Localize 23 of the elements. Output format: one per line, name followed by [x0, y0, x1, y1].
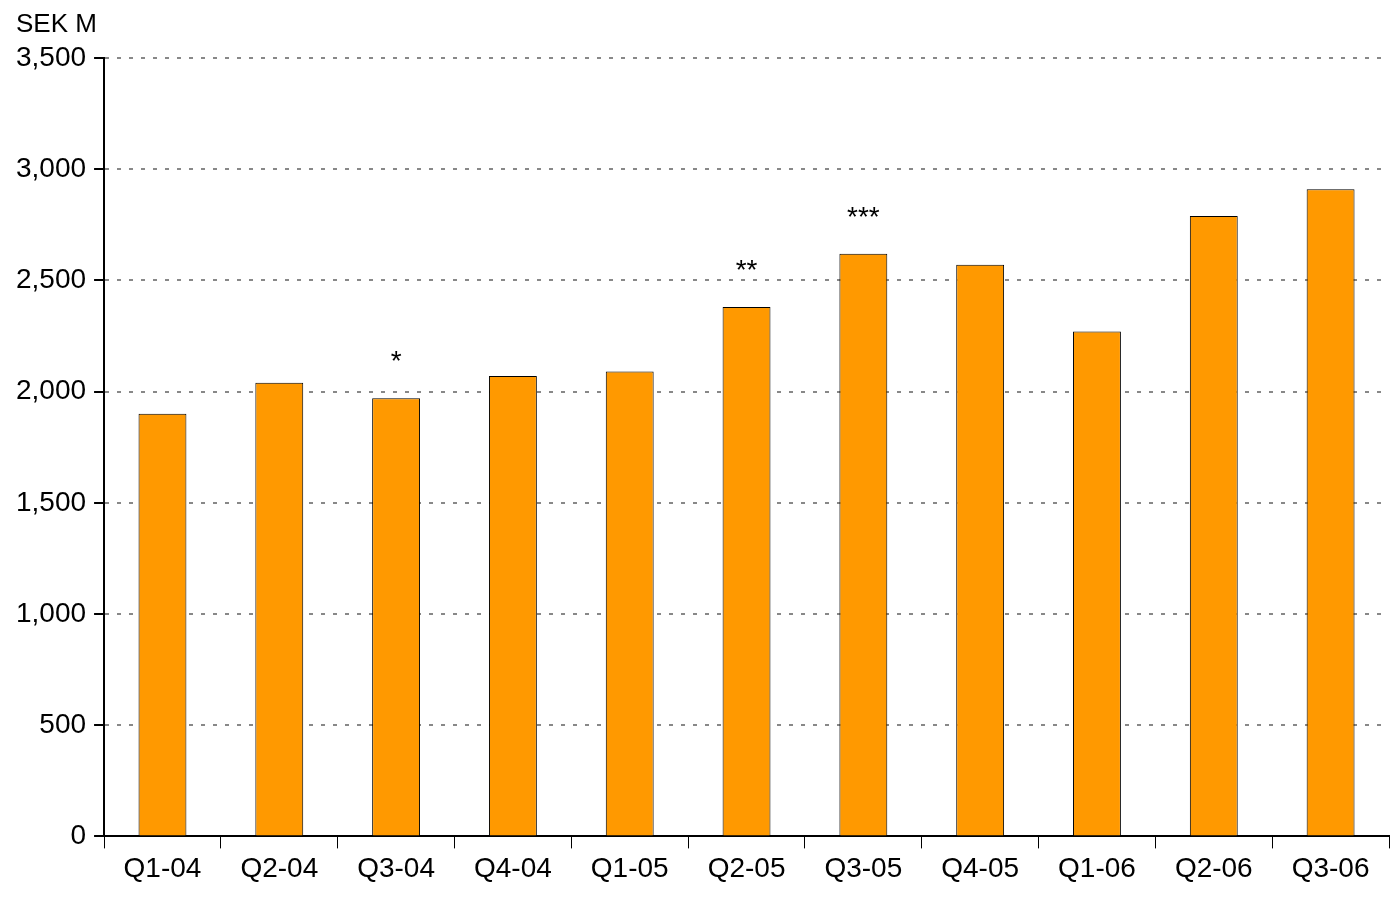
- y-tick-label: 2,500: [15, 263, 87, 295]
- y-axis-title: SEK M: [16, 8, 97, 39]
- x-tick-label: Q1-05: [590, 851, 669, 883]
- y-tick-label: 1,000: [15, 596, 87, 628]
- y-tick-label: 3,500: [15, 40, 87, 72]
- y-tick-label: 500: [39, 707, 87, 739]
- x-tick-label: Q1-04: [123, 851, 202, 883]
- x-tick-label: Q2-06: [1174, 851, 1253, 883]
- y-tick-label: 3,000: [15, 151, 87, 183]
- x-tick-label: Q2-04: [240, 851, 319, 883]
- annotation: *: [390, 345, 402, 377]
- x-tick-label: Q2-05: [707, 851, 786, 883]
- x-tick-label: Q3-06: [1291, 851, 1370, 883]
- x-tick-label: Q4-05: [941, 851, 1020, 883]
- annotation: **: [735, 254, 758, 286]
- y-tick-label: 0: [70, 819, 87, 851]
- x-tick-label: Q1-06: [1058, 851, 1136, 883]
- annotation: ***: [846, 200, 880, 232]
- y-tick-label: 1,500: [15, 485, 87, 517]
- x-tick-label: Q4-04: [474, 851, 552, 883]
- y-tick-label: 2,000: [15, 374, 87, 406]
- x-tick-label: Q3-05: [824, 851, 903, 883]
- x-tick-label: Q3-04: [357, 851, 436, 883]
